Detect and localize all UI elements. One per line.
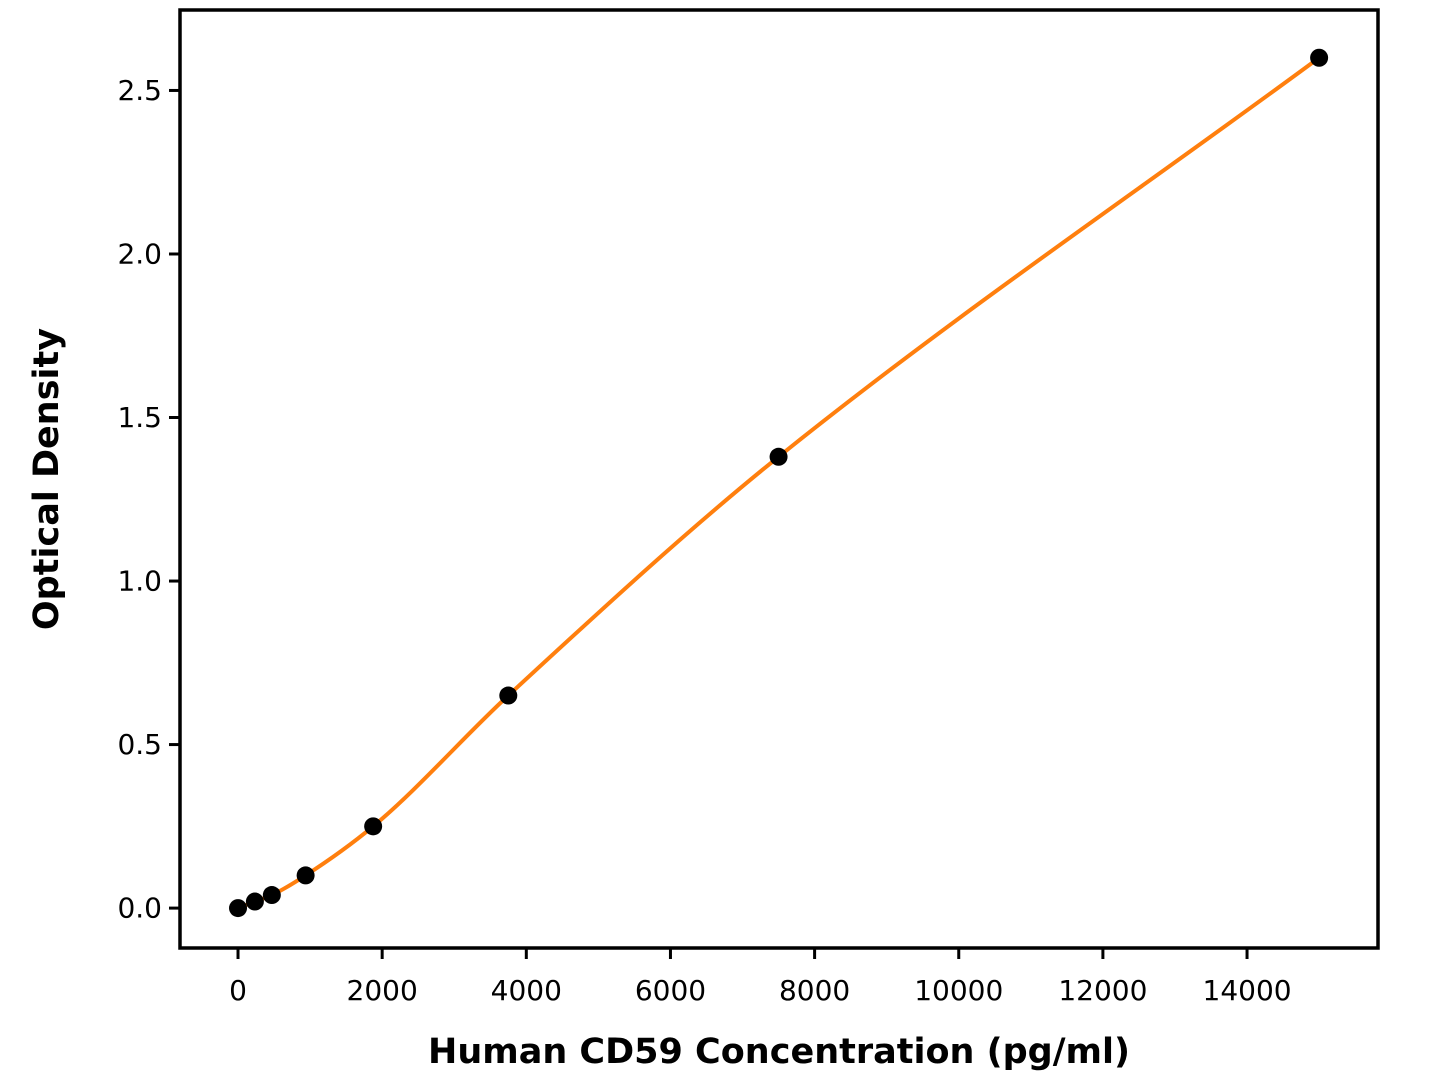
plot-frame	[178, 8, 1380, 950]
data-point	[769, 447, 788, 466]
x-tick-label: 4000	[491, 974, 562, 1007]
data-point	[229, 899, 248, 918]
data-point	[499, 686, 518, 705]
data-point	[296, 866, 315, 885]
data-point	[245, 892, 264, 911]
x-axis-title: Human CD59 Concentration (pg/ml)	[428, 1032, 1130, 1072]
x-tick-label: 14000	[1203, 974, 1292, 1007]
points-layer	[229, 48, 1329, 918]
fit-curve	[236, 55, 1322, 911]
data-point	[1310, 48, 1329, 67]
y-tick-label: 1.0	[117, 565, 162, 598]
x-tick-label: 10000	[914, 974, 1003, 1007]
tick-labels-layer: 0 2000 4000 6000 8000 10000 12000 14000 0.0 0.5 1.…	[117, 74, 1291, 1007]
y-axis-title: Optical Density	[27, 328, 67, 630]
x-tick-label: 8000	[779, 974, 850, 1007]
ticks-layer	[169, 88, 1249, 959]
x-tick-label: 6000	[635, 974, 706, 1007]
y-tick-label: 0.5	[117, 728, 162, 761]
curve-layer	[236, 55, 1322, 911]
x-tick-label: 0	[229, 974, 247, 1007]
data-point	[364, 817, 383, 836]
y-tick-label: 1.5	[117, 401, 162, 434]
x-tick-label: 12000	[1058, 974, 1147, 1007]
data-point	[262, 886, 281, 905]
y-tick-label: 2.5	[117, 74, 162, 107]
y-tick-label: 0.0	[117, 892, 162, 925]
x-tick-label: 2000	[347, 974, 418, 1007]
y-tick-label: 2.0	[117, 237, 162, 270]
